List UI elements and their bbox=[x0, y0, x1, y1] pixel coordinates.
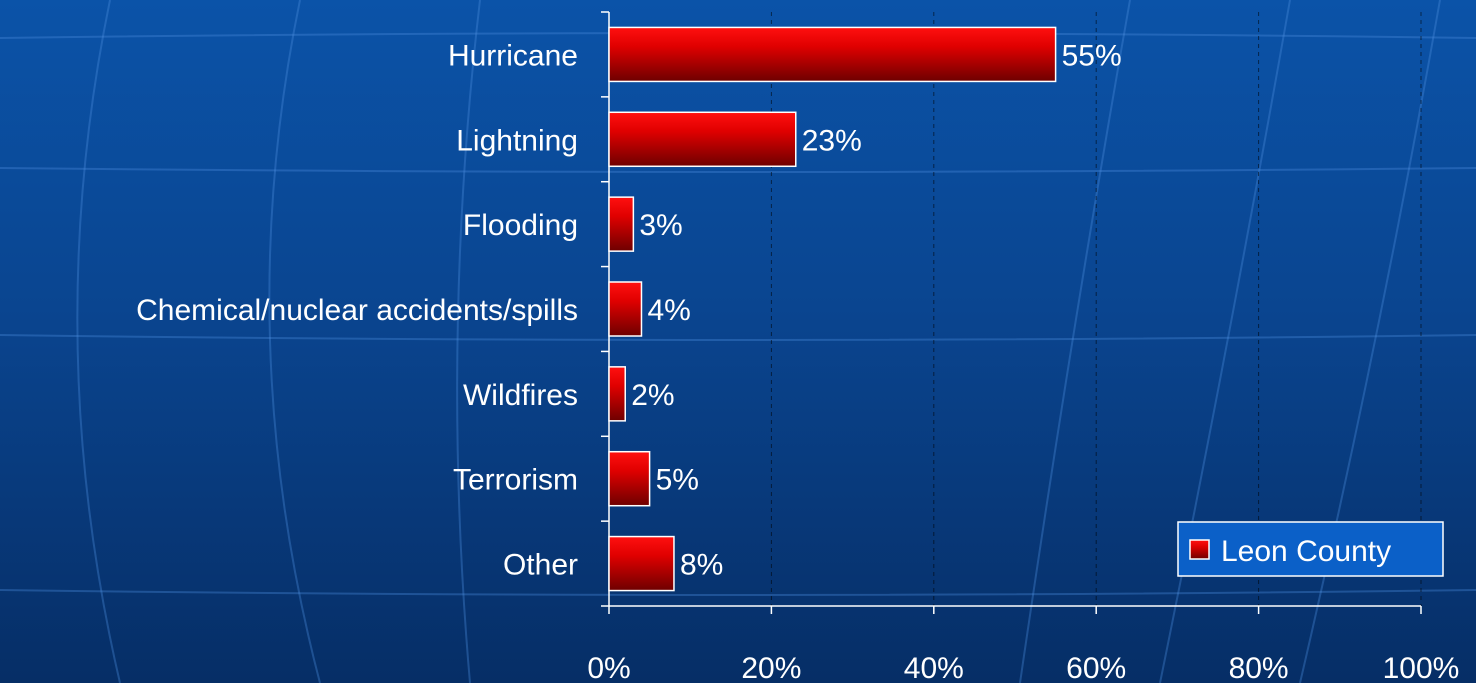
category-labels: Hurricane Lightning Flooding Chemical/nucle… bbox=[136, 39, 578, 581]
legend-swatch bbox=[1189, 539, 1210, 560]
x-tick-label: 80% bbox=[1229, 652, 1289, 683]
bar bbox=[608, 111, 797, 168]
bar bbox=[608, 196, 635, 252]
bar bbox=[608, 450, 651, 507]
data-label: 8% bbox=[680, 549, 723, 582]
x-tick-label: 100% bbox=[1383, 652, 1460, 683]
category-label: Terrorism bbox=[453, 464, 578, 497]
category-label: Wildfires bbox=[463, 379, 578, 412]
bar bbox=[608, 366, 626, 422]
bars bbox=[608, 26, 1057, 592]
data-label: 3% bbox=[639, 209, 682, 242]
legend-box bbox=[1177, 521, 1444, 577]
category-label: Flooding bbox=[463, 209, 578, 242]
legend-label: Leon County bbox=[1221, 535, 1391, 568]
bar bbox=[608, 535, 675, 592]
x-tick-label: 20% bbox=[741, 652, 801, 683]
category-label: Hurricane bbox=[448, 39, 578, 72]
gridlines bbox=[770, 12, 1422, 606]
bar bbox=[608, 26, 1057, 83]
category-label: Chemical/nuclear accidents/spills bbox=[136, 294, 578, 327]
value-labels: 55% 23% 3% 4% 2% 5% 8% bbox=[631, 39, 1121, 581]
x-tick-label: 40% bbox=[904, 652, 964, 683]
data-label: 4% bbox=[647, 294, 690, 327]
category-label: Other bbox=[503, 549, 578, 582]
data-label: 2% bbox=[631, 379, 674, 412]
legend: Leon County bbox=[1177, 521, 1444, 577]
bar bbox=[608, 281, 643, 337]
category-label: Lightning bbox=[456, 124, 578, 157]
x-tick-label: 0% bbox=[587, 652, 630, 683]
data-label: 23% bbox=[802, 124, 862, 157]
data-label: 55% bbox=[1062, 39, 1122, 72]
data-label: 5% bbox=[656, 464, 699, 497]
x-tick-label: 60% bbox=[1066, 652, 1126, 683]
x-tick-labels: 0% 20% 40% 60% 80% 100% bbox=[587, 652, 1459, 683]
